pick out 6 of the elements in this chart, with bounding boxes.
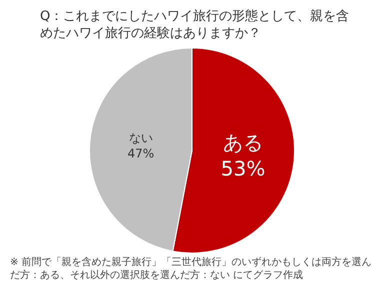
slice-label: ある	[223, 130, 264, 154]
text: ※ 前問で「親を含めた親子旅行」「三世代旅行」のいずれかもしくは両方を選んだ方：ある、それ以外の選択肢を選んだ方：ない にてグラフ作成	[10, 256, 373, 282]
slice-label: ない	[128, 130, 153, 145]
data-label: 47%	[128, 146, 154, 160]
data-label: 53%	[220, 156, 266, 180]
chart-title: Q：これまでにしたハワイ旅行の形態として、親を含めたハワイ旅行の経験はありますか？	[40, 8, 350, 42]
